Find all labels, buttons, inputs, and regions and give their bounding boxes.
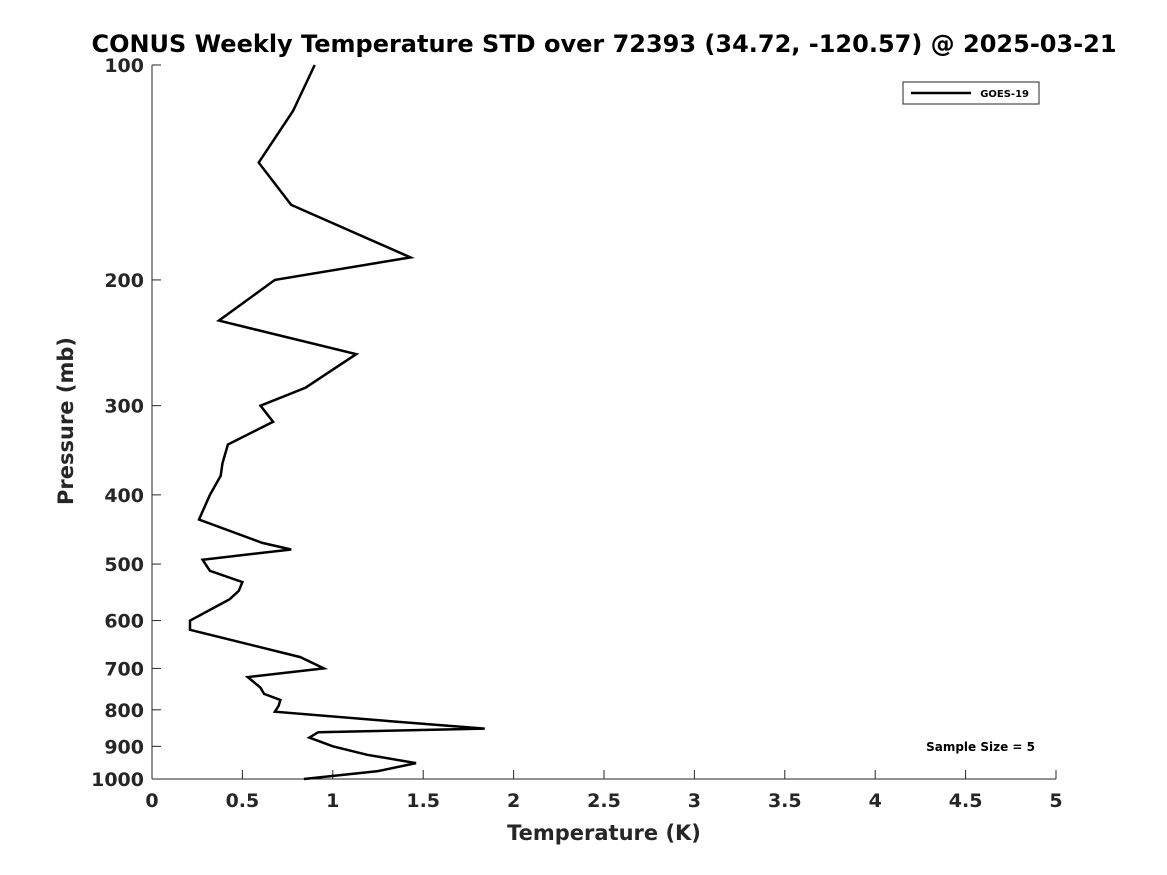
- y-tick-label: 900: [104, 736, 144, 758]
- chart-title: CONUS Weekly Temperature STD over 72393 …: [91, 30, 1116, 58]
- y-axis-label: Pressure (mb): [54, 337, 78, 505]
- legend: GOES-19: [902, 81, 1040, 105]
- x-tick-label: 2: [507, 790, 520, 812]
- y-axis-ticks: 100 200 300 400 500 600 700 800 900 1000: [91, 55, 161, 791]
- x-tick-label: 2.5: [587, 790, 621, 812]
- x-tick-label: 5: [1049, 790, 1062, 812]
- y-tick-label: 500: [104, 554, 144, 576]
- y-tick-label: 200: [104, 270, 144, 292]
- y-tick-label: 600: [104, 611, 144, 633]
- series-line-goes-19: [188, 64, 485, 781]
- y-tick-label: 1000: [91, 769, 144, 791]
- legend-entry-goes-19: GOES-19: [980, 89, 1029, 100]
- x-axis-ticks: 0 0.5 1 1.5 2 2.5 3 3.5 4 4.5 5: [145, 770, 1063, 812]
- x-tick-label: 4: [869, 790, 882, 812]
- y-tick-label: 300: [104, 396, 144, 418]
- x-tick-label: 1: [326, 790, 339, 812]
- y-tick-label: 700: [104, 658, 144, 680]
- y-tick-label: 800: [104, 700, 144, 722]
- y-tick-label: 100: [104, 55, 144, 77]
- x-tick-label: 0.5: [226, 790, 260, 812]
- y-tick-label: 400: [104, 485, 144, 507]
- x-tick-label: 1.5: [406, 790, 440, 812]
- x-tick-label: 4.5: [949, 790, 983, 812]
- x-axis-label: Temperature (K): [507, 821, 701, 845]
- plot-area: [188, 64, 485, 781]
- x-tick-label: 3: [688, 790, 701, 812]
- x-tick-label: 3.5: [768, 790, 802, 812]
- sample-size-annotation: Sample Size = 5: [926, 740, 1035, 754]
- x-tick-label: 0: [145, 790, 158, 812]
